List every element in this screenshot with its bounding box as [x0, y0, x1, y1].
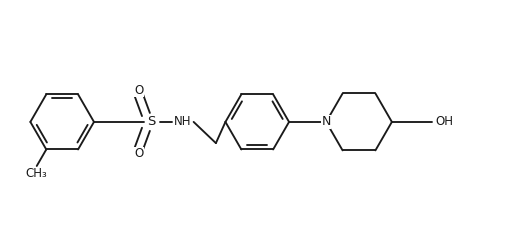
Text: CH₃: CH₃ [26, 167, 47, 180]
Text: NH: NH [174, 115, 191, 128]
Text: O: O [134, 84, 143, 97]
Text: N: N [321, 115, 330, 128]
Text: N: N [321, 115, 330, 128]
Text: OH: OH [434, 115, 452, 128]
Text: O: O [134, 147, 143, 160]
Text: S: S [147, 115, 155, 128]
